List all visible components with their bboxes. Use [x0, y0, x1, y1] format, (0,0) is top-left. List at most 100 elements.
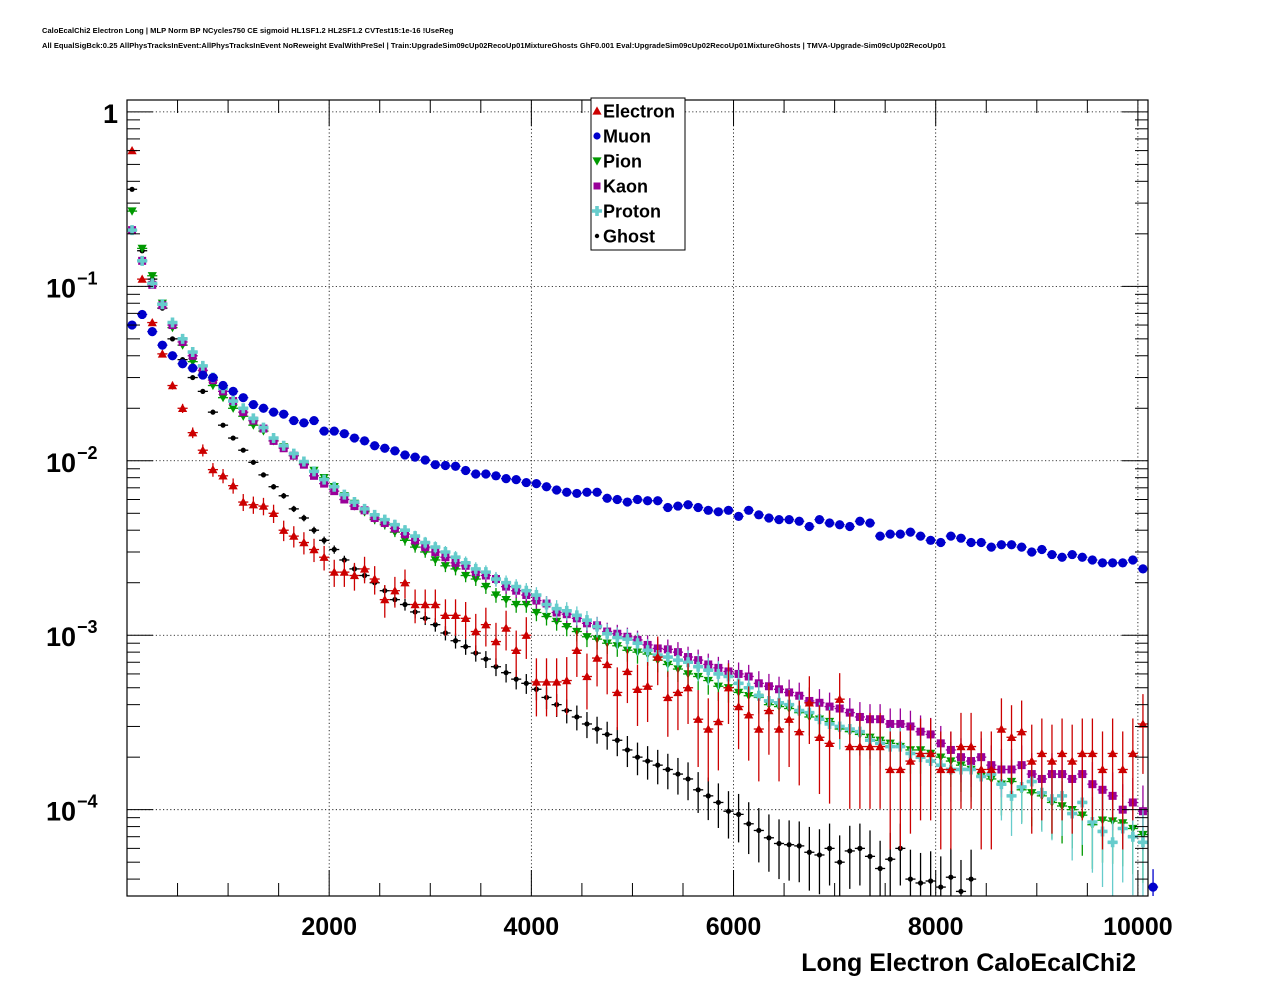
data-point: [602, 623, 613, 646]
marker-circle: [824, 518, 835, 528]
data-point: [268, 407, 279, 417]
marker-circle: [1017, 542, 1027, 552]
marker-small-circle: [645, 758, 651, 764]
marker-small-circle: [756, 827, 762, 834]
marker-triangle-up: [784, 714, 794, 723]
data-point: [622, 649, 633, 704]
marker-small-circle: [725, 808, 732, 814]
marker-cross: [278, 440, 289, 451]
data-point: [571, 488, 582, 499]
marker-cross: [147, 278, 158, 289]
data-point: [511, 579, 522, 595]
marker-circle: [1077, 552, 1087, 562]
data-point: [602, 643, 613, 695]
marker-triangle-up: [380, 595, 390, 604]
marker-circle: [986, 542, 996, 552]
marker-triangle-up: [1128, 748, 1138, 758]
marker-circle: [410, 452, 420, 462]
data-point: [824, 823, 835, 886]
data-point: [430, 460, 441, 470]
marker-cross: [672, 655, 683, 666]
marker-triangle-up: [936, 764, 946, 774]
marker-circle: [865, 518, 875, 528]
data-point: [127, 186, 138, 192]
data-point: [1137, 694, 1148, 774]
series-proton: [127, 225, 1148, 896]
data-point: [329, 426, 340, 436]
data-point: [197, 444, 208, 457]
marker-triangle-up: [137, 274, 147, 283]
marker-small-circle: [857, 845, 863, 851]
marker-circle: [552, 485, 562, 495]
marker-triangle-up: [1108, 748, 1118, 758]
data-point: [177, 359, 188, 369]
marker-cross: [238, 403, 249, 414]
y-tick-label: 10 −2: [46, 443, 98, 478]
data-point: [147, 272, 158, 281]
marker-small-circle: [917, 880, 924, 886]
marker-triangle-up: [572, 645, 582, 654]
marker-triangle-down: [491, 591, 501, 600]
data-point: [996, 540, 1007, 550]
data-point: [278, 409, 289, 419]
marker-circle: [359, 436, 370, 446]
data-point: [511, 597, 522, 613]
marker-circle: [299, 418, 309, 428]
data-point: [672, 757, 683, 795]
marker-circle: [875, 531, 885, 541]
data-point: [217, 469, 229, 484]
marker-circle: [582, 487, 592, 497]
marker-small-circle: [877, 865, 883, 872]
data-point: [824, 518, 835, 528]
data-point: [581, 653, 593, 710]
marker-triangle-up: [713, 716, 723, 726]
x-tick-label: 10000: [1103, 913, 1173, 941]
data-point: [1046, 549, 1058, 560]
marker-cross: [683, 657, 694, 668]
data-point: [834, 673, 845, 740]
data-point: [581, 610, 593, 631]
data-point: [632, 742, 643, 776]
marker-triangle-up: [966, 741, 976, 751]
marker-cross: [137, 255, 148, 266]
y-tick-label: 10 −1: [46, 268, 98, 303]
data-point: [268, 504, 279, 524]
data-point: [298, 514, 309, 522]
data-point: [258, 422, 269, 433]
data-point: [359, 556, 370, 584]
marker-circle: [420, 455, 430, 465]
data-point: [228, 404, 239, 413]
marker-small-circle: [786, 842, 792, 848]
marker-cross: [430, 542, 441, 553]
marker-cross: [389, 519, 400, 530]
data-point: [268, 484, 279, 490]
data-point: [581, 487, 593, 497]
marker-triangle-up: [976, 764, 986, 774]
data-point: [854, 823, 865, 886]
marker-cross: [329, 481, 340, 492]
data-point: [612, 494, 623, 505]
marker-circle: [157, 340, 167, 350]
marker-triangle-down: [471, 575, 481, 584]
marker-triangle-down: [562, 622, 572, 632]
data-point: [693, 690, 704, 768]
marker-small-circle: [301, 515, 307, 521]
marker-cross: [531, 590, 542, 601]
data-point: [693, 502, 704, 513]
data-point: [248, 413, 259, 424]
data-point: [945, 731, 956, 850]
marker-triangle-up: [804, 698, 814, 707]
marker-cross: [339, 489, 350, 500]
data-point: [501, 610, 512, 651]
marker-triangle-up: [370, 574, 380, 583]
marker-circle: [643, 496, 653, 506]
legend-marker-icon: [593, 132, 601, 140]
data-point: [501, 474, 512, 484]
marker-circle: [693, 502, 703, 513]
marker-triangle-up: [471, 626, 481, 636]
data-point: [278, 492, 289, 499]
marker-triangle-up: [309, 544, 319, 554]
marker-cross: [268, 433, 279, 444]
data-point: [794, 821, 805, 883]
data-point: [410, 589, 421, 624]
